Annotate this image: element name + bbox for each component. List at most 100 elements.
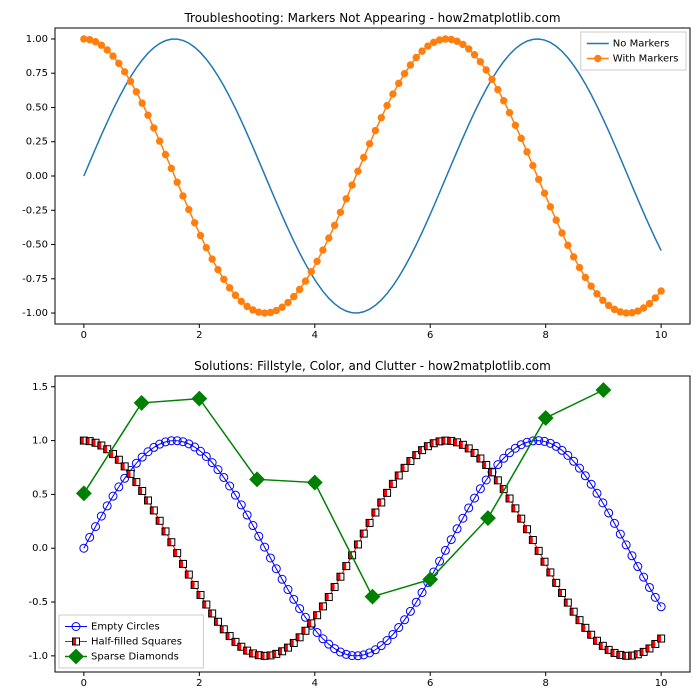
y-tick-label: 1.0 [32, 436, 48, 447]
marker-square [150, 507, 157, 514]
marker-square [658, 635, 665, 642]
marker-square [214, 618, 221, 625]
plot-border [55, 28, 690, 324]
marker-square [506, 495, 513, 502]
marker-circle [582, 274, 588, 280]
marker-circle [361, 154, 367, 160]
marker-circle [594, 291, 600, 297]
marker-circle [209, 256, 215, 262]
marker-circle [145, 112, 151, 118]
marker-circle [652, 295, 658, 301]
marker-square [133, 479, 140, 486]
marker-circle [657, 603, 665, 611]
marker-circle [535, 176, 541, 182]
chart-title: Troubleshooting: Markers Not Appearing -… [183, 11, 560, 25]
y-tick-label: -0.50 [22, 240, 48, 251]
y-tick-label: 0.5 [32, 489, 48, 500]
marker-square [366, 519, 373, 526]
marker-circle [436, 37, 442, 43]
marker-square [185, 571, 192, 578]
marker-square [197, 591, 204, 598]
marker-square [389, 480, 396, 487]
marker-square [209, 610, 216, 617]
x-tick-label: 4 [312, 678, 318, 689]
marker-circle [168, 165, 174, 171]
marker-square [541, 558, 548, 565]
marker-circle [565, 242, 571, 248]
figure-svg: Troubleshooting: Markers Not Appearing -… [0, 0, 700, 700]
marker-circle [349, 182, 355, 188]
marker-circle [466, 46, 472, 52]
marker-circle [600, 297, 606, 303]
marker-square [395, 472, 402, 479]
marker-square [302, 627, 309, 634]
legend-label: With Markers [613, 54, 679, 65]
marker-circle [419, 48, 425, 54]
marker-diamond [308, 475, 322, 489]
y-tick-label: -0.25 [22, 205, 48, 216]
chart-title: Solutions: Fillstyle, Color, and Clutter… [194, 359, 551, 373]
marker-circle [588, 283, 594, 289]
marker-circle [92, 39, 98, 45]
marker-circle [314, 258, 320, 264]
marker-circle [559, 230, 565, 236]
marker-circle [413, 54, 419, 60]
marker-circle [331, 222, 337, 228]
marker-circle [291, 293, 297, 299]
bottom-chart: Solutions: Fillstyle, Color, and Clutter… [28, 359, 690, 689]
marker-diamond [250, 472, 264, 486]
marker-circle [110, 53, 116, 59]
marker-square [494, 477, 501, 484]
marker-circle [518, 135, 524, 141]
marker-square [343, 563, 350, 570]
marker-diamond [538, 411, 552, 425]
marker-square [337, 573, 344, 580]
marker-circle [366, 141, 372, 147]
marker-circle [285, 299, 291, 305]
marker-square [174, 550, 181, 557]
marker-circle [203, 244, 209, 250]
top-chart: Troubleshooting: Markers Not Appearing -… [22, 11, 690, 341]
marker-square [203, 601, 210, 608]
marker-circle [495, 86, 501, 92]
marker-circle [296, 286, 302, 292]
marker-circle [343, 196, 349, 202]
marker-circle [232, 292, 238, 298]
marker-circle [483, 67, 489, 73]
x-tick-label: 10 [655, 330, 668, 341]
marker-circle [98, 42, 104, 48]
x-tick-label: 2 [196, 678, 202, 689]
marker-diamond [77, 486, 91, 500]
x-tick-label: 4 [312, 330, 318, 341]
marker-square [483, 461, 490, 468]
marker-circle [460, 41, 466, 47]
marker-square [314, 612, 321, 619]
marker-square [179, 560, 186, 567]
marker-circle [186, 206, 192, 212]
marker-square [401, 464, 408, 471]
marker-square [524, 526, 531, 533]
y-tick-label: 0.0 [32, 543, 48, 554]
marker-circle [133, 89, 139, 95]
y-tick-label: -0.5 [28, 597, 48, 608]
marker-square [156, 517, 163, 524]
line-series [84, 39, 661, 313]
marker-square [331, 584, 338, 591]
marker-square [372, 509, 379, 516]
marker-square [115, 456, 122, 463]
marker-circle [640, 305, 646, 311]
legend-label: Half-filled Squares [91, 637, 182, 648]
marker-circle [605, 302, 611, 308]
marker-diamond [134, 396, 148, 410]
marker-square [582, 624, 589, 631]
marker-circle [221, 276, 227, 282]
marker-circle [553, 217, 559, 223]
marker-circle [279, 304, 285, 310]
marker-square [308, 620, 315, 627]
marker-circle [512, 122, 518, 128]
marker-circle [658, 288, 664, 294]
marker-circle [401, 70, 407, 76]
y-tick-label: 0.50 [26, 102, 48, 113]
marker-square [518, 515, 525, 522]
marker-circle [384, 102, 390, 108]
